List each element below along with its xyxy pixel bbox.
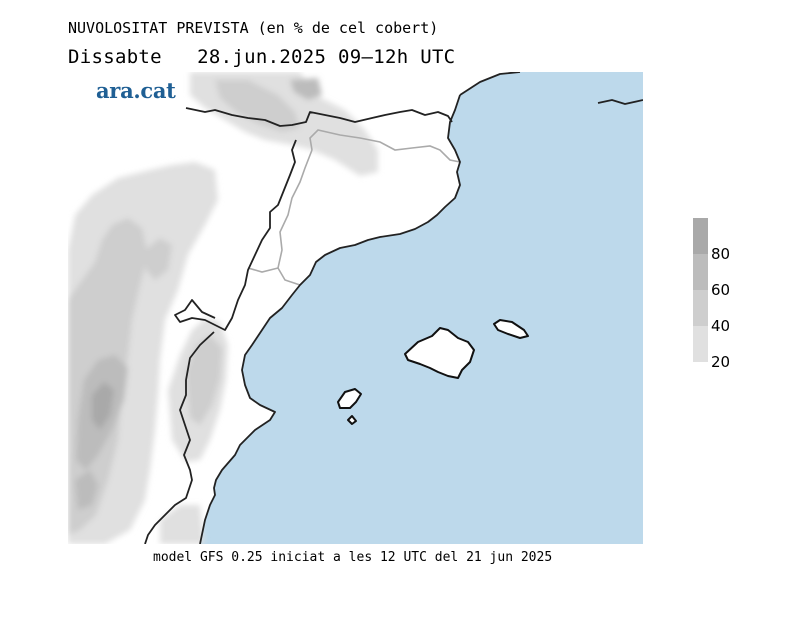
legend-tick-20: 20 (711, 353, 731, 371)
legend-swatch-20-40 (693, 326, 708, 362)
forecast-date: 28.jun.2025 (197, 46, 327, 68)
legend-swatch-60-80 (693, 254, 708, 290)
model-footer: model GFS 0.25 iniciat a les 12 UTC del … (153, 550, 553, 565)
forecast-period: Dissabte 28.jun.2025 09–12h UTC (68, 46, 455, 68)
island-mallorca (404, 327, 475, 379)
legend-tick-80: 80 (711, 245, 731, 263)
forecast-day: Dissabte (68, 46, 162, 68)
region-borders (247, 129, 461, 286)
coastline (144, 72, 643, 544)
balearic-islands (337, 319, 529, 425)
island-formentera (347, 415, 357, 425)
forecast-hours: 09–12h UTC (338, 46, 456, 68)
legend-swatch-40-60 (693, 290, 708, 326)
brand-logo: ara.cat (96, 78, 176, 103)
legend-swatch-80-100 (693, 218, 708, 254)
legend-tick-40: 40 (711, 317, 731, 335)
legend-tick-60: 60 (711, 281, 731, 299)
cloud-legend: 80 60 40 20 (693, 218, 753, 371)
cloud-cover (68, 72, 378, 544)
sea-area (200, 72, 643, 544)
island-eivissa (337, 388, 362, 409)
map-title: NUVOLOSITAT PREVISTA (en % de cel cobert… (68, 19, 439, 37)
island-menorca (493, 319, 529, 339)
